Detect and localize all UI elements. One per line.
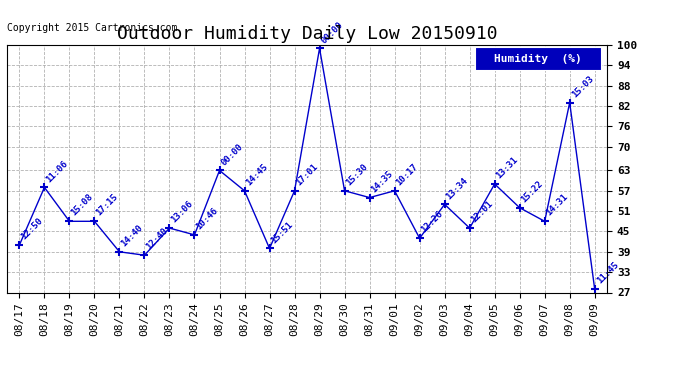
Text: 14:35: 14:35	[370, 169, 395, 194]
Text: 12:26: 12:26	[420, 210, 445, 235]
Text: 12:01: 12:01	[470, 200, 495, 225]
Text: 15:08: 15:08	[70, 192, 95, 218]
Text: 12:40: 12:40	[144, 226, 170, 252]
Text: 11:06: 11:06	[44, 159, 70, 184]
Text: 13:31: 13:31	[495, 155, 520, 181]
Text: 15:22: 15:22	[520, 179, 545, 204]
Text: 15:03: 15:03	[570, 74, 595, 99]
Text: 14:40: 14:40	[119, 223, 145, 248]
Text: 00:00: 00:00	[219, 142, 245, 167]
Text: 14:31: 14:31	[544, 192, 570, 218]
Text: 17:01: 17:01	[295, 162, 320, 188]
Text: 12:50: 12:50	[19, 216, 45, 242]
Text: 14:45: 14:45	[244, 162, 270, 188]
Text: 00:00: 00:00	[319, 20, 345, 45]
Text: 17:15: 17:15	[95, 192, 120, 218]
Text: 15:30: 15:30	[344, 162, 370, 188]
Text: 13:34: 13:34	[444, 176, 470, 201]
Text: 10:17: 10:17	[395, 162, 420, 188]
Text: 13:06: 13:06	[170, 200, 195, 225]
Text: 10:46: 10:46	[195, 206, 220, 231]
Text: 15:51: 15:51	[270, 220, 295, 245]
Title: Outdoor Humidity Daily Low 20150910: Outdoor Humidity Daily Low 20150910	[117, 26, 497, 44]
Text: Copyright 2015 Cartronics.com: Copyright 2015 Cartronics.com	[7, 22, 177, 33]
Text: 11:45: 11:45	[595, 260, 620, 286]
